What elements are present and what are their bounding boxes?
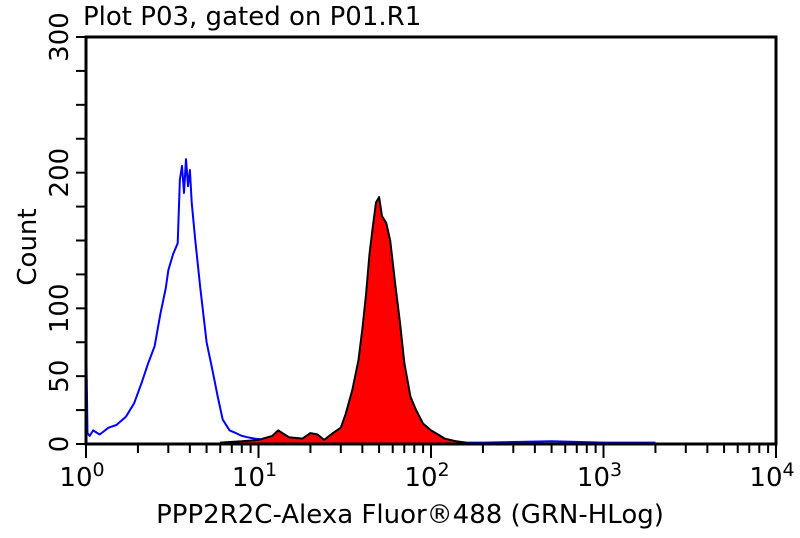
series-fill-1	[220, 197, 467, 444]
x-tick-label: 102	[404, 459, 449, 493]
x-axis-label: PPP2R2C-Alexa Fluor®488 (GRN-HLog)	[156, 500, 664, 530]
series-line-1	[220, 196, 467, 444]
y-tick-label: 0	[45, 436, 75, 453]
y-tick-label: 300	[45, 12, 75, 62]
y-axis: 0 50 100 200 300	[45, 12, 86, 452]
x-tick-label: 100	[59, 459, 104, 493]
x-tick-label: 104	[749, 459, 794, 493]
x-axis: 100 101 102 103 104	[59, 444, 795, 493]
chart-title: Plot P03, gated on P01.R1	[83, 2, 422, 32]
x-tick-label: 103	[577, 459, 622, 493]
y-tick-label: 100	[45, 284, 75, 334]
series-layer	[85, 158, 656, 444]
y-tick-label: 200	[45, 148, 75, 198]
y-tick-label: 50	[45, 360, 75, 393]
x-tick-label: 101	[232, 459, 277, 493]
plot-frame	[84, 35, 778, 446]
